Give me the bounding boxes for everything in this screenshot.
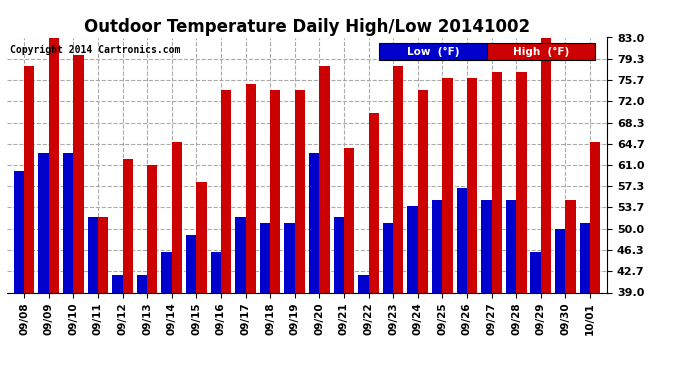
FancyBboxPatch shape — [379, 43, 487, 60]
Bar — [541, 38, 551, 375]
Text: High  (°F): High (°F) — [513, 46, 569, 57]
Bar — [137, 275, 147, 375]
Text: Low  (°F): Low (°F) — [407, 46, 460, 57]
Bar — [235, 217, 246, 375]
Bar — [565, 200, 575, 375]
Bar — [481, 200, 491, 375]
Bar — [580, 223, 590, 375]
Bar — [457, 188, 467, 375]
Bar — [417, 90, 428, 375]
Bar — [260, 223, 270, 375]
Bar — [73, 55, 83, 375]
Bar — [197, 182, 207, 375]
Bar — [147, 165, 157, 375]
Bar — [393, 66, 404, 375]
Bar — [467, 78, 477, 375]
Bar — [112, 275, 123, 375]
Bar — [383, 223, 393, 375]
Bar — [358, 275, 368, 375]
Bar — [14, 171, 24, 375]
Bar — [284, 223, 295, 375]
Bar — [516, 72, 526, 375]
Bar — [309, 153, 319, 375]
Bar — [98, 217, 108, 375]
Bar — [555, 229, 565, 375]
Bar — [49, 38, 59, 375]
Bar — [172, 142, 182, 375]
Text: Copyright 2014 Cartronics.com: Copyright 2014 Cartronics.com — [10, 45, 180, 55]
Bar — [506, 200, 516, 375]
Bar — [407, 206, 417, 375]
Bar — [24, 66, 34, 375]
Bar — [246, 84, 256, 375]
Bar — [442, 78, 453, 375]
Bar — [432, 200, 442, 375]
Bar — [186, 234, 197, 375]
Bar — [295, 90, 305, 375]
Title: Outdoor Temperature Daily High/Low 20141002: Outdoor Temperature Daily High/Low 20141… — [84, 18, 530, 36]
Bar — [368, 113, 379, 375]
Bar — [210, 252, 221, 375]
Bar — [39, 153, 49, 375]
Bar — [531, 252, 541, 375]
Bar — [161, 252, 172, 375]
Bar — [491, 72, 502, 375]
Bar — [88, 217, 98, 375]
Bar — [344, 148, 354, 375]
Bar — [63, 153, 73, 375]
Bar — [590, 142, 600, 375]
Bar — [270, 90, 280, 375]
Bar — [123, 159, 133, 375]
Bar — [334, 217, 344, 375]
Bar — [319, 66, 330, 375]
FancyBboxPatch shape — [487, 43, 595, 60]
Bar — [221, 90, 231, 375]
